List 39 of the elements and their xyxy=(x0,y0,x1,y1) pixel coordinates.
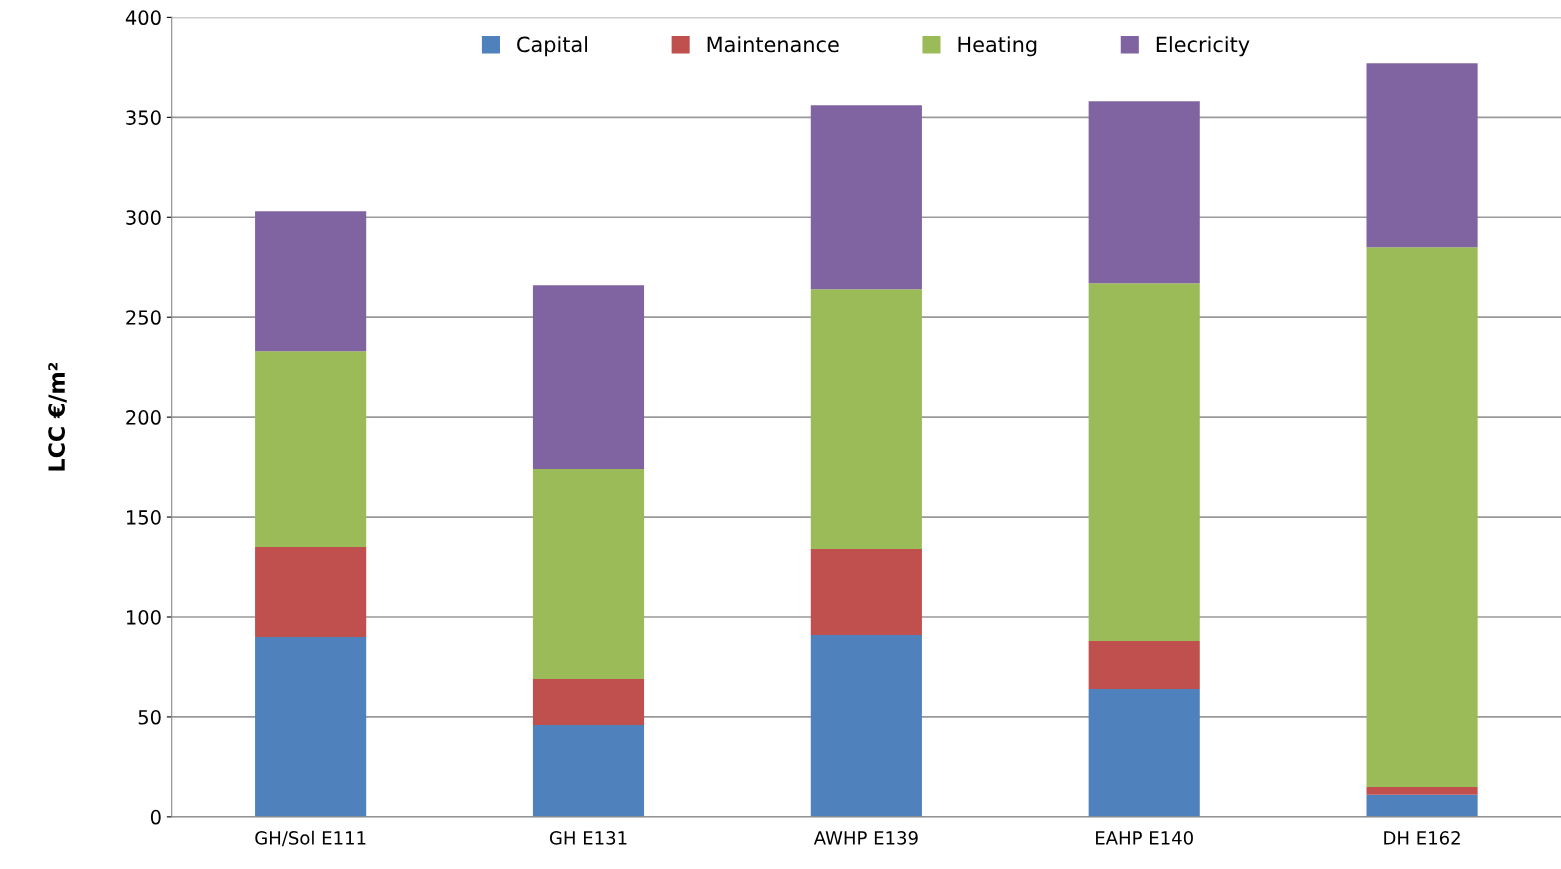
y-axis-title: LCC €/m² xyxy=(48,362,67,471)
y-tick-label: 300 xyxy=(126,210,161,225)
bar xyxy=(532,285,645,470)
x-tick-label: EAHP E140 xyxy=(1096,831,1193,845)
bar xyxy=(810,289,922,550)
bar xyxy=(532,724,645,817)
bar xyxy=(255,351,367,548)
y-tick-label: 400 xyxy=(125,10,161,26)
y-tick-label: 100 xyxy=(127,609,161,625)
bar xyxy=(255,547,367,637)
legend-label: Elecricity xyxy=(1156,36,1250,57)
y-tick-label: 0 xyxy=(150,809,161,825)
x-tick-label: DH E162 xyxy=(1384,831,1460,845)
legend-label: Heating xyxy=(958,36,1037,57)
bar xyxy=(255,636,367,817)
y-tick-label: 250 xyxy=(126,310,161,325)
bar xyxy=(810,634,922,817)
x-tick-label: GH E131 xyxy=(549,831,627,845)
bar xyxy=(1088,101,1200,284)
bar xyxy=(1366,786,1478,795)
legend-label: Capital xyxy=(517,36,588,57)
bar xyxy=(1366,63,1478,248)
y-tick-label: 150 xyxy=(127,510,161,525)
bar xyxy=(1366,794,1478,817)
bar xyxy=(532,678,645,725)
x-tick-label: AWHP E139 xyxy=(813,831,918,845)
bar xyxy=(255,211,367,352)
bar xyxy=(1366,247,1478,787)
bar xyxy=(1088,688,1200,817)
legend-label: Maintenance xyxy=(707,36,839,53)
bar xyxy=(1088,640,1200,689)
bar xyxy=(1088,283,1200,641)
y-tick-label: 50 xyxy=(138,709,161,725)
x-tick-label: GH/Sol E111 xyxy=(255,830,366,847)
bar xyxy=(532,469,645,679)
bar xyxy=(810,105,922,290)
y-tick-label: 200 xyxy=(126,410,161,425)
y-tick-label: 350 xyxy=(126,110,161,125)
bar xyxy=(810,549,922,635)
